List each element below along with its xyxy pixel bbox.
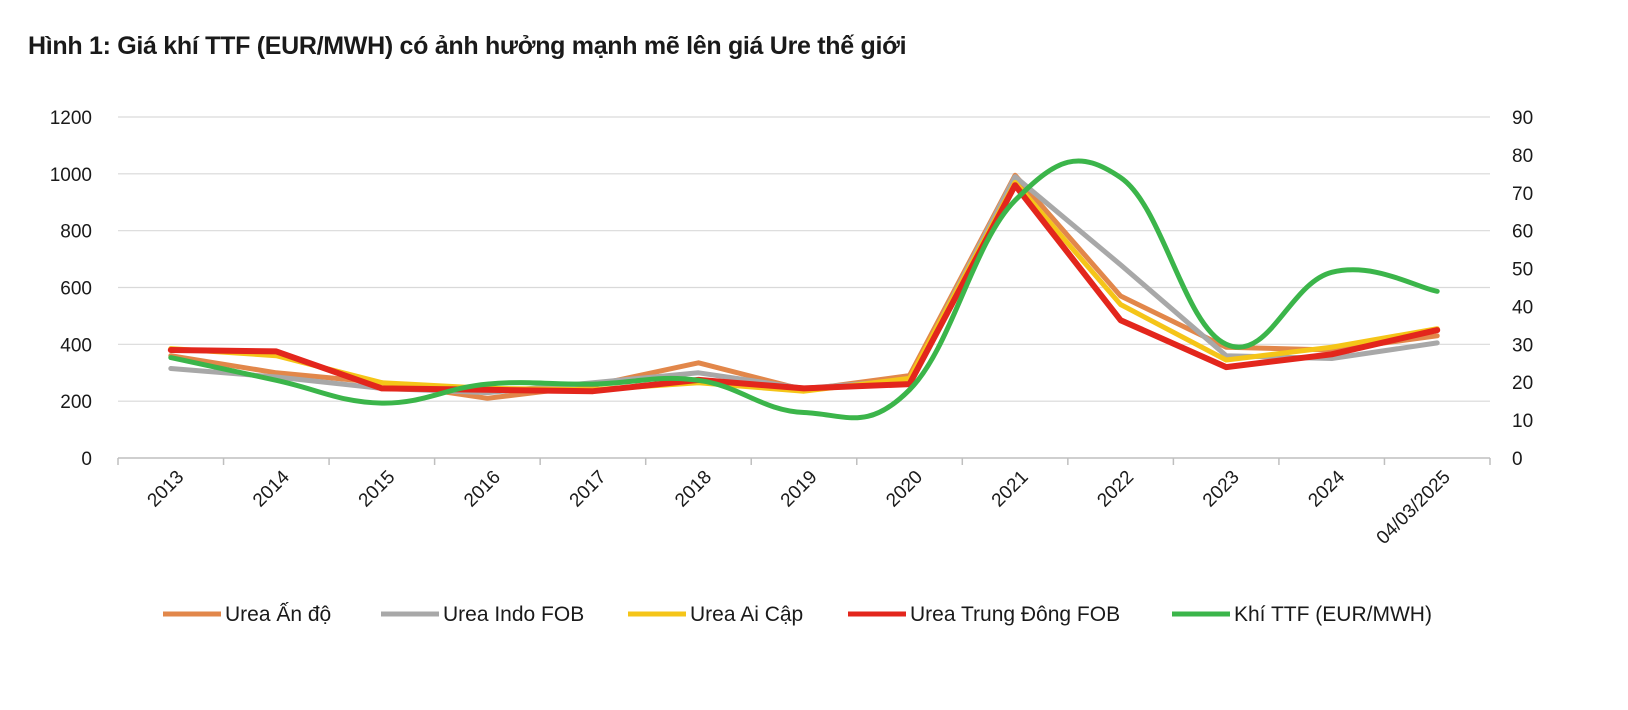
chart-title: Hình 1: Giá khí TTF (EUR/MWH) có ảnh hưở… bbox=[28, 32, 907, 60]
y-right-tick-label: 70 bbox=[1512, 184, 1533, 205]
series-lines bbox=[167, 158, 1441, 421]
x-tick-label: 2024 bbox=[1304, 466, 1349, 511]
y-left-tick-label: 200 bbox=[60, 392, 92, 413]
x-tick-label: 2015 bbox=[355, 467, 400, 512]
x-tick-label: 2014 bbox=[249, 466, 294, 511]
x-tick-label: 2022 bbox=[1093, 467, 1138, 512]
legend-label-3: Urea Trung Đông FOB bbox=[910, 603, 1120, 626]
series-line-1 bbox=[168, 174, 1440, 396]
y-left-tick-label: 1200 bbox=[50, 108, 92, 129]
x-tick-label: 2020 bbox=[882, 467, 927, 512]
series-line-2 bbox=[168, 179, 1440, 394]
y-right-tick-label: 60 bbox=[1512, 222, 1533, 243]
x-tick-label: 2019 bbox=[777, 467, 822, 512]
y-right-tick-label: 80 bbox=[1512, 146, 1533, 167]
y-right-tick-label: 90 bbox=[1512, 108, 1533, 129]
y-right-tick-label: 10 bbox=[1512, 411, 1533, 432]
series-line-4 bbox=[168, 158, 1440, 421]
legend-label-4: Khí TTF (EUR/MWH) bbox=[1234, 603, 1432, 626]
legend-label-0: Urea Ấn độ bbox=[225, 603, 331, 626]
series-line-3 bbox=[167, 182, 1441, 395]
y-left-tick-label: 800 bbox=[60, 222, 92, 243]
y-left-tick-label: 400 bbox=[60, 335, 92, 356]
y-right-tick-label: 30 bbox=[1512, 335, 1533, 356]
y-right-tick-label: 50 bbox=[1512, 260, 1533, 281]
legend-label-1: Urea Indo FOB bbox=[443, 603, 584, 626]
legend-label-2: Urea Ai Cập bbox=[690, 603, 803, 626]
y-left-tick-label: 600 bbox=[60, 279, 92, 300]
x-tick-label: 2013 bbox=[144, 467, 189, 512]
y-right-tick-label: 20 bbox=[1512, 373, 1533, 394]
x-tick-label: 2018 bbox=[671, 467, 716, 512]
legend: Urea Ấn độ Urea Indo FOB Urea Ai Cập Urea T… bbox=[163, 603, 1432, 626]
y-right-tick-label: 40 bbox=[1512, 297, 1533, 318]
y-left-tick-label: 1000 bbox=[50, 165, 92, 186]
x-tick-label: 2017 bbox=[566, 467, 611, 512]
x-tick-label: 2021 bbox=[988, 467, 1033, 512]
x-tick-label: 2023 bbox=[1199, 467, 1244, 512]
y-left-tick-label: 0 bbox=[81, 449, 92, 470]
y-right-tick-label: 0 bbox=[1512, 449, 1523, 470]
x-tick-label: 2016 bbox=[460, 467, 505, 512]
x-tick-label: 04/03/2025 bbox=[1373, 467, 1455, 549]
